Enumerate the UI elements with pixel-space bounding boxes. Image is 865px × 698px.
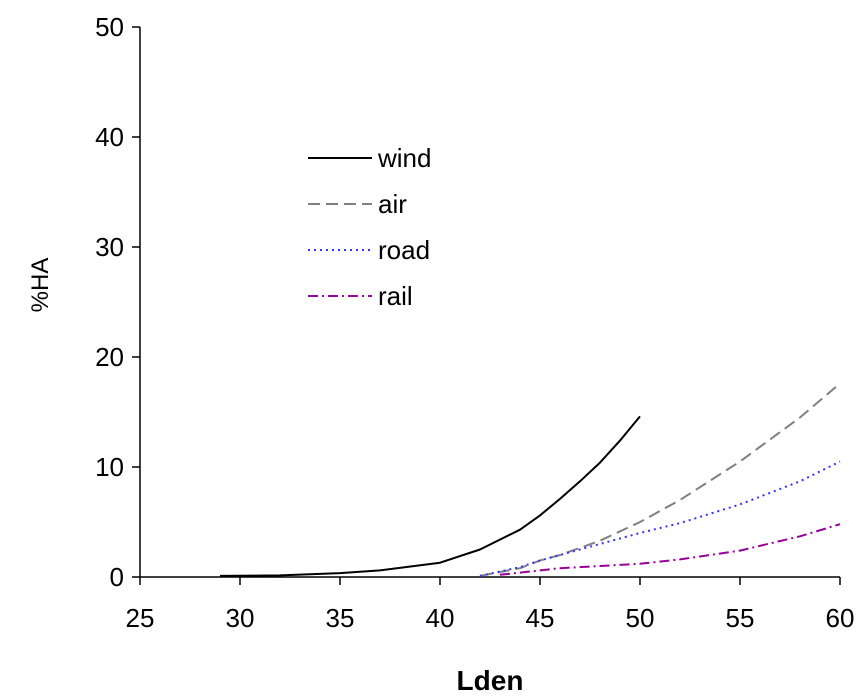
series-line-road	[479, 460, 841, 577]
axes: 0 10 20 30 40 50 25 30 35 40 45 50 55 60	[95, 12, 854, 633]
legend-label-air: air	[378, 189, 407, 219]
x-tick-label: 30	[226, 603, 255, 633]
y-tick-label: 0	[110, 562, 124, 592]
legend: wind air road rail	[308, 143, 431, 311]
x-tick-label: 50	[626, 603, 655, 633]
series-line-wind	[219, 415, 641, 577]
x-tick-label: 60	[826, 603, 855, 633]
x-tick-label: 45	[526, 603, 555, 633]
series-line-rail	[499, 523, 841, 576]
legend-label-road: road	[378, 235, 430, 265]
y-tick-label: 30	[95, 232, 124, 262]
x-tick-label: 40	[426, 603, 455, 633]
legend-label-wind: wind	[377, 143, 431, 173]
series-layer	[219, 382, 841, 577]
x-tick-label: 35	[326, 603, 355, 633]
series-line-air	[479, 382, 841, 577]
y-tick-label: 50	[95, 12, 124, 42]
y-tick-label: 40	[95, 122, 124, 152]
x-axis-title: Lden	[457, 665, 524, 696]
y-tick-label: 10	[95, 452, 124, 482]
y-axis-title: %HA	[27, 258, 54, 313]
x-tick-label: 25	[126, 603, 155, 633]
x-tick-label: 55	[726, 603, 755, 633]
legend-label-rail: rail	[378, 281, 413, 311]
y-tick-label: 20	[95, 342, 124, 372]
